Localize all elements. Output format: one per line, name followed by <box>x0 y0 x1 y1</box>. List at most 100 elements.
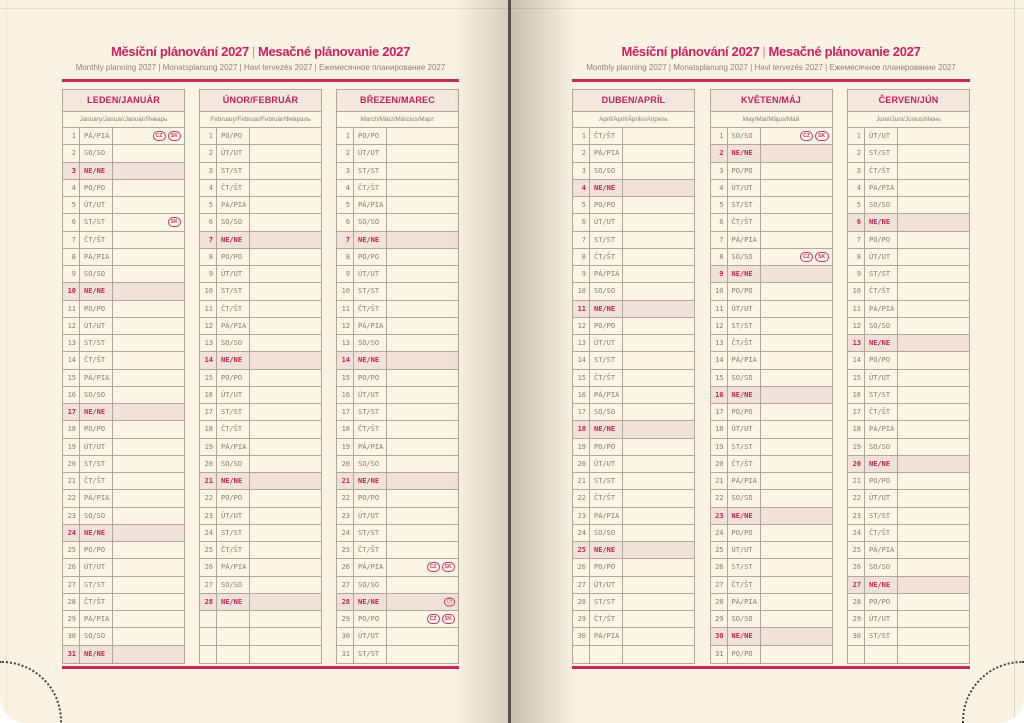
day-row: 6 ČT/ŠT <box>710 214 832 232</box>
day-row: 9 PÁ/PIA <box>573 266 694 284</box>
month-languages: April/April/Április/Апрель <box>573 112 694 128</box>
day-row: 13 NE/NE <box>848 335 969 353</box>
day-row: 11 ČT/ŠT <box>337 300 458 318</box>
day-notes-cell <box>898 335 969 351</box>
day-number-cell: 28 <box>711 593 728 610</box>
day-row: 26 SO/SO <box>848 559 969 577</box>
day-number-cell: 25 <box>63 542 80 559</box>
day-number-cell: 14 <box>573 352 590 369</box>
day-row: 31 NE/NE <box>63 645 184 663</box>
page-title: Měsíční plánování 2027 | Mesačné plánovani… <box>572 44 970 59</box>
day-number-cell: 13 <box>200 335 217 352</box>
day-number-cell: 4 <box>337 179 354 196</box>
day-number-cell: 15 <box>200 369 217 386</box>
day-notes-cell <box>623 163 694 179</box>
day-notes-cell <box>761 180 832 196</box>
day-row: 31 ST/ST <box>337 645 458 663</box>
holiday-badge-sk: SK <box>167 131 181 142</box>
day-number-cell: 14 <box>63 352 80 369</box>
day-notes-cell <box>898 214 969 230</box>
day-row: 24 ČT/ŠT <box>848 524 969 542</box>
day-number-cell: 17 <box>848 404 865 421</box>
day-row: 25 PO/PO <box>63 542 184 560</box>
day-notes-cell <box>387 473 458 489</box>
day-abbr-cell: ST/ST <box>728 438 761 455</box>
day-row: 13 SO/SO <box>337 335 458 353</box>
day-notes-cell <box>113 439 184 455</box>
day-row: 18 ČT/ŠT <box>337 421 458 439</box>
day-notes-cell <box>623 473 694 489</box>
day-notes-cell <box>250 456 321 472</box>
day-notes-cell <box>898 163 969 179</box>
day-abbr-cell: ÚT/UT <box>354 266 387 283</box>
day-row: 7 NE/NE <box>200 231 321 249</box>
day-number-cell: 20 <box>200 455 217 472</box>
day-row: 6 SO/SO <box>337 214 458 232</box>
day-notes-cell <box>623 197 694 213</box>
day-row: 29 ČT/ŠT <box>573 611 694 629</box>
day-abbr-cell: NE/NE <box>80 283 113 300</box>
day-notes-cell <box>387 421 458 437</box>
day-notes-cell <box>113 594 184 610</box>
month-languages: January/Januar/Január/Январь <box>63 112 184 128</box>
day-notes-cell <box>387 249 458 265</box>
day-notes-cell <box>250 370 321 386</box>
day-notes-cell <box>113 301 184 317</box>
day-row: 10 ST/ST <box>200 283 321 301</box>
day-abbr-cell: SO/SO <box>865 438 898 455</box>
day-abbr-cell: NE/NE <box>865 455 898 472</box>
day-abbr-cell: SO/SO <box>728 611 761 628</box>
day-number-cell: 25 <box>711 542 728 559</box>
day-row: 23 NE/NE <box>710 507 832 525</box>
day-row: 23 PÁ/PIA <box>573 507 694 525</box>
day-number-cell: 11 <box>200 300 217 317</box>
day-abbr-cell: PÁ/PIA <box>354 197 387 214</box>
day-number-cell: 12 <box>337 317 354 334</box>
day-notes-cell <box>898 421 969 437</box>
day-abbr-cell: ČT/ŠT <box>728 576 761 593</box>
day-notes-cell <box>113 352 184 368</box>
day-row: 13 ÚT/UT <box>573 335 694 353</box>
month-languages: June/Juni/Június/Июнь <box>848 112 969 128</box>
day-row: 24 PO/PO <box>710 524 832 542</box>
day-notes-cell <box>898 439 969 455</box>
day-notes-cell <box>250 180 321 196</box>
day-abbr-cell: ST/ST <box>728 559 761 576</box>
day-abbr-cell: ÚT/UT <box>728 179 761 196</box>
day-number-cell: 5 <box>337 197 354 214</box>
day-abbr-cell: ČT/ŠT <box>354 300 387 317</box>
day-number-cell: 15 <box>848 369 865 386</box>
day-abbr-cell: NE/NE <box>217 231 250 248</box>
day-row: 17 ST/ST <box>337 404 458 422</box>
day-notes-cell <box>761 266 832 282</box>
day-row: 15 PÁ/PIA <box>63 369 184 387</box>
day-number-cell: 30 <box>573 628 590 645</box>
day-number-cell: 9 <box>573 266 590 283</box>
day-row: 9 ÚT/UT <box>337 266 458 284</box>
day-notes-cell <box>250 145 321 161</box>
day-notes-cell <box>623 283 694 299</box>
day-number-cell: 7 <box>711 231 728 248</box>
day-notes-cell <box>387 439 458 455</box>
day-row: 22 SO/SO <box>710 490 832 508</box>
day-number-cell: 16 <box>63 386 80 403</box>
day-number-cell: 5 <box>63 197 80 214</box>
day-abbr-cell: PÁ/PIA <box>590 266 623 283</box>
day-abbr-cell: PO/PO <box>728 162 761 179</box>
day-notes-cell <box>898 128 969 144</box>
day-notes-cell <box>113 163 184 179</box>
day-number-cell: 19 <box>63 438 80 455</box>
day-number-cell: 24 <box>337 524 354 541</box>
day-notes-cell <box>761 421 832 437</box>
day-abbr-cell: ÚT/UT <box>865 248 898 265</box>
day-number-cell: 29 <box>711 611 728 628</box>
day-number-cell: 28 <box>63 593 80 610</box>
day-number-cell: 22 <box>337 490 354 507</box>
day-number-cell: 26 <box>200 559 217 576</box>
day-abbr-cell: NE/NE <box>728 266 761 283</box>
day-number-cell: 2 <box>848 145 865 162</box>
day-abbr-cell: ČT/ŠT <box>80 593 113 610</box>
day-row: 10 NE/NE <box>63 283 184 301</box>
day-notes-cell <box>250 232 321 248</box>
corner-perforation-left <box>0 661 62 723</box>
